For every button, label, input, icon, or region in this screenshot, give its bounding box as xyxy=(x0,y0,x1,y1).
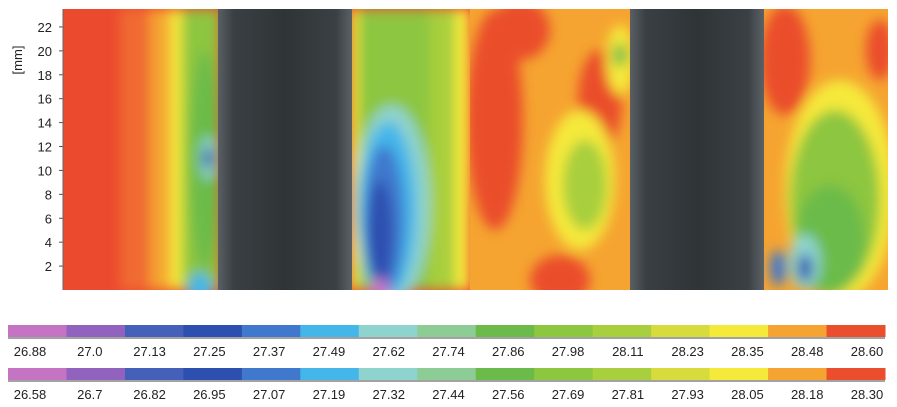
colorbar-swatch xyxy=(417,368,477,380)
colorbar-swatch xyxy=(8,325,67,337)
contour-blue-spot xyxy=(203,147,213,169)
colorbar-label: 26.7 xyxy=(77,387,102,402)
colorbar-label: 28.30 xyxy=(851,387,884,402)
colorbar-label: 28.11 xyxy=(612,344,644,359)
colorbar-swatch xyxy=(709,368,769,380)
contour-green-2 xyxy=(613,43,627,67)
contour-red-3 xyxy=(530,255,590,290)
colorbar-swatch xyxy=(768,368,828,380)
contour-red-2 xyxy=(490,9,550,60)
colorbar-swatch xyxy=(534,368,594,380)
contour-cold-deep xyxy=(367,180,393,290)
y-tick-label: 10 xyxy=(38,163,52,178)
colorbar-swatch xyxy=(8,368,67,380)
colorbar-swatch xyxy=(534,325,594,337)
left-panel xyxy=(63,9,470,290)
colorbar-label: 28.18 xyxy=(791,387,824,402)
colorbar-label: 27.93 xyxy=(671,387,704,402)
colorbar-swatch xyxy=(241,368,301,380)
colorbar-swatch xyxy=(124,368,184,380)
y-tick-label: 6 xyxy=(45,211,52,226)
contour-red-6 xyxy=(866,20,888,80)
contour-blue-1 xyxy=(770,250,786,286)
colorbar-label: 26.58 xyxy=(14,387,47,402)
colorbar-swatch xyxy=(124,325,184,337)
left-panel-contours-right xyxy=(350,9,470,290)
colorbar-label: 28.23 xyxy=(671,344,704,359)
colorbar-swatch xyxy=(768,325,828,337)
left-panel-contours xyxy=(120,9,220,290)
colorbar-label: 27.44 xyxy=(432,387,465,402)
colorbar-2: 26.58 26.7 26.82 26.95 27.07 27.19 27.32 27.44 2… xyxy=(8,368,886,402)
colorbar-swatch xyxy=(183,368,243,380)
colorbar-1: 26.88 27.0 27.13 27.25 27.37 27.49 27.62 27.74 2… xyxy=(8,325,886,359)
y-axis-label: [mm] xyxy=(10,46,25,75)
colorbar-label: 27.62 xyxy=(372,344,405,359)
contour-cold-bottom xyxy=(370,278,390,290)
y-tick-label: 8 xyxy=(45,187,52,202)
y-tick-label: 12 xyxy=(38,140,52,155)
y-tick-label: 18 xyxy=(38,68,52,83)
colorbar-swatch xyxy=(300,325,360,337)
y-tick-label: 16 xyxy=(38,92,52,107)
colorbar-swatch xyxy=(826,325,886,337)
colorbar-label: 27.32 xyxy=(372,387,405,402)
colorbar-swatch xyxy=(358,368,418,380)
colorbar-label: 27.07 xyxy=(253,387,286,402)
colorbar-label: 28.48 xyxy=(791,344,824,359)
colorbar-label: 28.05 xyxy=(731,387,764,402)
y-tick-label: 22 xyxy=(38,20,52,35)
colorbar-swatch xyxy=(709,325,769,337)
y-tick-label: 2 xyxy=(45,259,52,274)
colorbar-label: 27.19 xyxy=(313,387,346,402)
colorbar-swatch xyxy=(183,325,243,337)
colorbar-swatch xyxy=(475,325,535,337)
y-axis: [mm] 2 4 6 8 10 12 14 16 18 20 22 xyxy=(10,9,64,290)
colorbar-label: 26.95 xyxy=(193,387,226,402)
colorbar-label: 27.86 xyxy=(492,344,525,359)
bar-left-1 xyxy=(218,9,352,290)
colorbar-swatch xyxy=(592,368,652,380)
right-panel-contours xyxy=(470,9,888,290)
colorbar-label: 27.81 xyxy=(612,387,645,402)
bar-right-1 xyxy=(630,9,764,290)
colorbar-label: 27.74 xyxy=(432,344,465,359)
colorbar-label: 27.37 xyxy=(253,344,286,359)
contour-right-yellow xyxy=(455,9,470,290)
colorbar-label: 27.98 xyxy=(552,344,585,359)
colorbar-label: 27.49 xyxy=(313,344,346,359)
right-panel xyxy=(470,9,888,290)
colorbar-swatch xyxy=(651,325,711,337)
colorbar-label: 27.0 xyxy=(77,344,102,359)
colorbar-swatch xyxy=(651,368,711,380)
colorbar-swatch xyxy=(826,368,886,380)
colorbar-swatch xyxy=(66,368,126,380)
colorbar-swatch xyxy=(300,368,360,380)
y-tick-label: 20 xyxy=(38,44,52,59)
contour-blue-2 xyxy=(798,254,812,282)
colorbar-label: 27.69 xyxy=(552,387,585,402)
colorbar-swatch xyxy=(475,368,535,380)
y-tick-label: 14 xyxy=(38,116,52,131)
colorbar-label: 28.35 xyxy=(731,344,764,359)
colorbar-label: 27.25 xyxy=(193,344,226,359)
colorbar-swatch xyxy=(592,325,652,337)
y-tick-label: 4 xyxy=(45,235,52,250)
colorbars: 26.88 27.0 27.13 27.25 27.37 27.49 27.62 27.74 2… xyxy=(8,325,886,402)
colorbar-label: 26.88 xyxy=(14,344,47,359)
contour-red-1 xyxy=(470,10,523,230)
colorbar-swatch xyxy=(66,325,126,337)
colorbar-label: 28.60 xyxy=(851,344,884,359)
contour-green-1 xyxy=(563,140,607,230)
contour-bottom-cold xyxy=(188,272,212,290)
colorbar-label: 27.13 xyxy=(133,344,166,359)
colorbar-label: 26.82 xyxy=(133,387,166,402)
colorbar-swatch xyxy=(241,325,301,337)
colorbar-swatch xyxy=(417,325,477,337)
contour-red-5 xyxy=(760,9,810,115)
colorbar-swatch xyxy=(358,325,418,337)
colorbar-label: 27.56 xyxy=(492,387,525,402)
